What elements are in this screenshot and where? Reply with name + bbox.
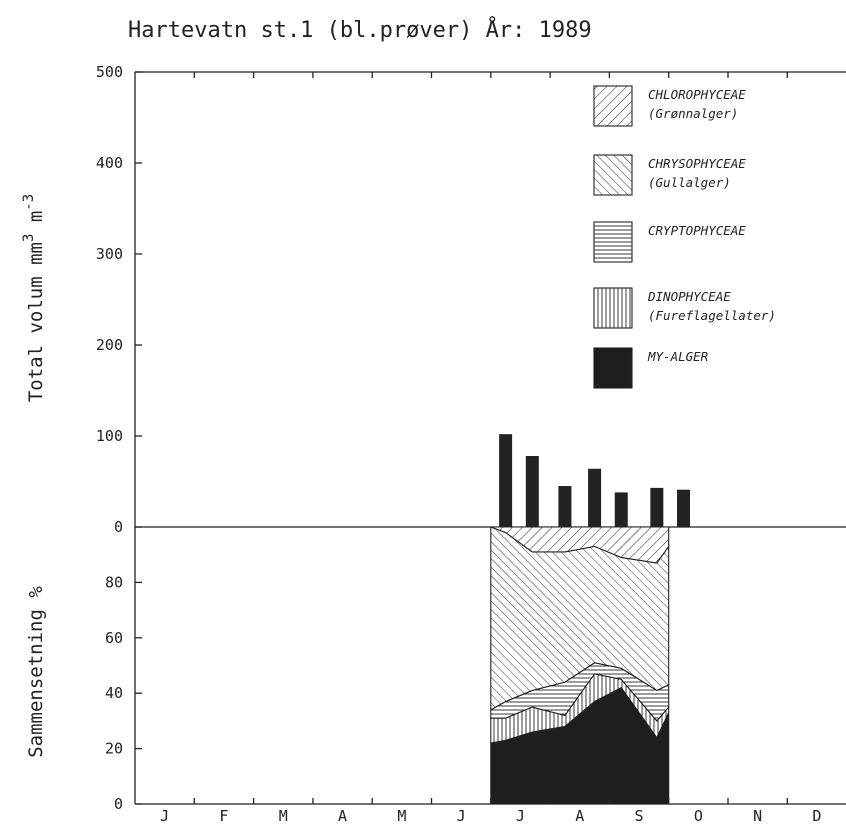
legend-sublabel: (Gullalger) [648,175,731,190]
month-label: J [457,807,466,824]
legend-swatch [593,347,633,389]
composition-y-tick-label: 0 [114,795,123,813]
area-chlorophyceae [490,526,670,564]
legend-label: CRYPTOPHYCEAE [648,223,746,238]
legend-label: MY-ALGER [647,349,709,364]
volume-y-axis-label: Total volum mm3 m-3 [21,194,47,402]
legend-sublabel: (Fureflagellater) [648,308,776,323]
composition-y-tick-label: 20 [105,740,123,758]
volume-bar [499,434,513,527]
month-label: O [694,807,703,824]
legend-swatch [593,85,633,127]
volume-bar [588,468,602,527]
volume-bar [614,492,628,527]
composition-y-tick-label: 40 [105,684,123,702]
volume-y-tick-label: 0 [114,518,123,536]
month-label: A [575,807,584,824]
month-label: J [516,807,525,824]
composition-y-axis-label: Sammensetning % [25,586,47,758]
volume-y-tick-label: 400 [96,154,123,172]
month-label: D [812,807,821,824]
legend-swatch [593,221,633,263]
composition-y-tick-label: 80 [105,573,123,591]
volume-bar [525,456,539,527]
month-label: N [753,807,762,824]
volume-y-label-sup2: -3 [21,194,37,211]
legend-label: CHLOROPHYCEAE [648,87,746,102]
legend-swatch [593,154,633,196]
volume-bar [650,487,664,527]
legend-label: DINOPHYCEAE [647,289,731,304]
volume-y-tick-label: 300 [96,245,123,263]
volume-y-label-unit: m [25,211,47,234]
legend-label: CHRYSOPHYCEAE [648,156,746,171]
volume-bar [677,489,691,527]
volume-bar [558,486,572,527]
legend-swatch [593,287,633,329]
volume-panel: 500 400 300 200 100 0 Total volum mm3 m-3 [21,63,846,536]
month-label: S [635,807,644,824]
month-label: A [338,807,347,824]
month-label: F [219,807,228,824]
volume-y-tick-label: 200 [96,336,123,354]
composition-y-tick-label: 60 [105,629,123,647]
month-label: M [397,807,406,824]
chart-title: Hartevatn st.1 (bl.prøver) År: 1989 [128,16,592,43]
volume-y-tick-label: 100 [96,427,123,445]
month-label: M [279,807,288,824]
legend: CHLOROPHYCEAE (Grønnalger) CHRYSOPHYCEAE (G… [593,85,776,389]
volume-y-label-main: Total volum mm [25,242,47,402]
composition-panel: 80 60 40 20 0 J F M A M J J A S O N D Sammensetning % [25,526,846,824]
legend-sublabel: (Grønnalger) [648,106,738,121]
month-label: J [160,807,169,824]
volume-y-label-sup: 3 [21,234,37,242]
volume-y-tick-label: 500 [96,63,123,81]
